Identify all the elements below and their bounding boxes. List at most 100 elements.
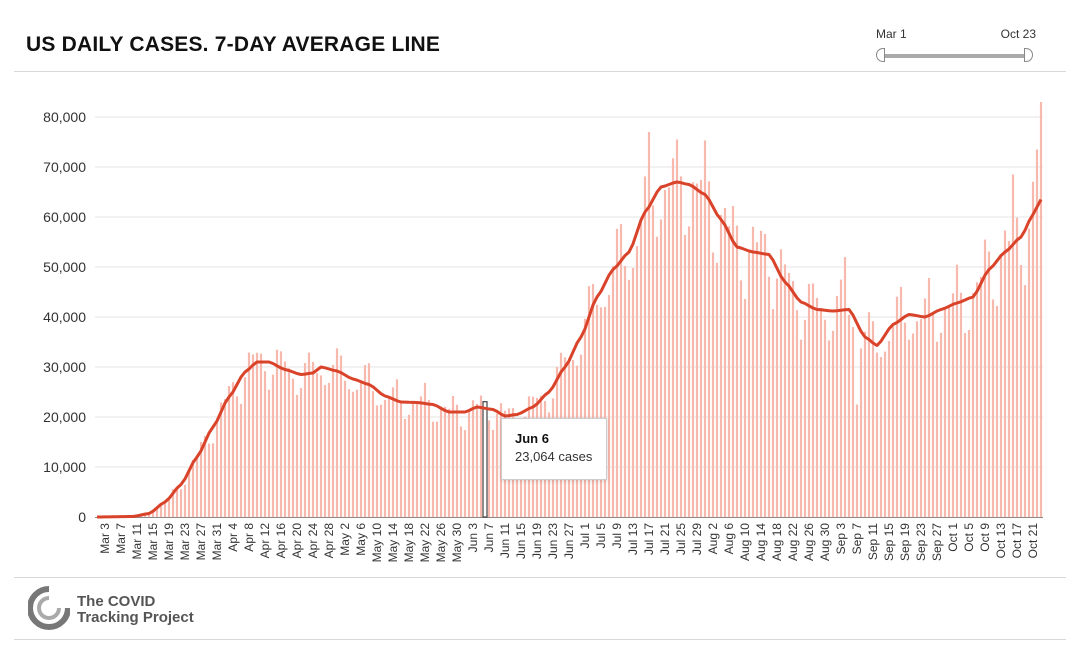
daily-bar[interactable] — [171, 489, 175, 517]
daily-bar[interactable] — [471, 400, 475, 517]
daily-bar[interactable] — [243, 377, 247, 517]
daily-bar[interactable] — [791, 281, 795, 517]
daily-bar[interactable] — [843, 257, 847, 517]
daily-bar[interactable] — [939, 332, 943, 517]
daily-bar[interactable] — [271, 374, 275, 517]
daily-bar[interactable] — [495, 413, 499, 517]
daily-bar[interactable] — [979, 276, 983, 517]
daily-bar[interactable] — [875, 352, 879, 517]
daily-bar[interactable] — [263, 371, 267, 517]
daily-bar[interactable] — [863, 331, 867, 517]
daily-bar[interactable] — [887, 341, 891, 517]
daily-bar[interactable] — [727, 226, 731, 517]
daily-bar[interactable] — [431, 421, 435, 517]
daily-bar[interactable] — [927, 277, 931, 517]
daily-bar[interactable] — [403, 418, 407, 517]
daily-bar[interactable] — [487, 420, 491, 517]
daily-bar[interactable] — [427, 399, 431, 517]
daily-bar[interactable] — [627, 279, 631, 517]
daily-bar[interactable] — [459, 426, 463, 517]
daily-bar[interactable] — [479, 395, 483, 517]
daily-bar[interactable] — [475, 403, 479, 517]
daily-bar[interactable] — [759, 230, 763, 518]
range-start-handle[interactable] — [876, 48, 885, 62]
daily-bar[interactable] — [991, 299, 995, 517]
daily-bar[interactable] — [763, 233, 767, 517]
daily-bar[interactable] — [167, 497, 171, 517]
daily-bar[interactable] — [315, 373, 319, 517]
range-end-handle[interactable] — [1024, 48, 1033, 62]
daily-bar[interactable] — [743, 298, 747, 517]
daily-bar[interactable] — [419, 396, 423, 517]
daily-bar[interactable] — [151, 512, 155, 517]
daily-bar[interactable] — [999, 253, 1003, 518]
daily-bar[interactable] — [451, 395, 455, 517]
daily-bar[interactable] — [883, 351, 887, 517]
daily-bar[interactable] — [915, 321, 919, 517]
daily-bar[interactable] — [215, 421, 219, 517]
daily-bar[interactable] — [603, 306, 607, 517]
daily-bar[interactable] — [787, 272, 791, 517]
daily-bar[interactable] — [363, 365, 367, 517]
daily-bar[interactable] — [947, 305, 951, 517]
daily-bar[interactable] — [871, 321, 875, 517]
daily-bar[interactable] — [771, 309, 775, 517]
date-range-slider-track[interactable] — [880, 54, 1030, 58]
daily-bar[interactable] — [367, 363, 371, 517]
daily-bar[interactable] — [399, 402, 403, 517]
daily-bar[interactable] — [703, 140, 707, 517]
daily-bar[interactable] — [899, 286, 903, 517]
daily-bar[interactable] — [823, 319, 827, 517]
daily-bar[interactable] — [911, 333, 915, 517]
daily-bar[interactable] — [439, 406, 443, 517]
daily-bar[interactable] — [819, 307, 823, 517]
daily-bar[interactable] — [919, 319, 923, 517]
daily-bar[interactable] — [987, 251, 991, 517]
daily-bar[interactable] — [959, 292, 963, 517]
daily-bar[interactable] — [779, 249, 783, 517]
daily-bar[interactable] — [283, 361, 287, 517]
daily-bar[interactable] — [411, 402, 415, 517]
daily-bar[interactable] — [719, 214, 723, 517]
daily-bar[interactable] — [379, 404, 383, 517]
daily-bar[interactable] — [279, 351, 283, 517]
daily-bar[interactable] — [147, 513, 151, 517]
daily-bar[interactable] — [299, 388, 303, 517]
daily-bar[interactable] — [895, 296, 899, 517]
daily-bar[interactable] — [583, 318, 587, 517]
daily-bar[interactable] — [287, 368, 291, 517]
daily-bar[interactable] — [375, 405, 379, 517]
daily-bar[interactable] — [879, 357, 883, 517]
daily-bar[interactable] — [195, 455, 199, 517]
daily-bar[interactable] — [691, 182, 695, 518]
daily-bar[interactable] — [259, 353, 263, 517]
daily-bar[interactable] — [1003, 230, 1007, 518]
daily-bar[interactable] — [247, 352, 251, 517]
daily-bar[interactable] — [867, 312, 871, 517]
daily-bar[interactable] — [463, 430, 467, 517]
daily-bar[interactable] — [239, 403, 243, 517]
daily-bar[interactable] — [827, 340, 831, 517]
daily-bar[interactable] — [623, 265, 627, 517]
daily-bar[interactable] — [671, 158, 675, 517]
daily-bar[interactable] — [235, 396, 239, 517]
daily-bar[interactable] — [219, 402, 223, 517]
daily-bar[interactable] — [799, 339, 803, 517]
daily-bar[interactable] — [599, 307, 603, 517]
daily-bar[interactable] — [647, 132, 651, 517]
daily-bar[interactable] — [891, 325, 895, 517]
daily-bar[interactable] — [815, 297, 819, 517]
daily-bar[interactable] — [267, 389, 271, 517]
daily-bar[interactable] — [619, 224, 623, 517]
daily-bar[interactable] — [255, 352, 259, 517]
daily-bar[interactable] — [835, 296, 839, 517]
daily-bar[interactable] — [1007, 241, 1011, 517]
daily-bar[interactable] — [983, 239, 987, 517]
daily-bar[interactable] — [639, 223, 643, 517]
daily-bar[interactable] — [971, 293, 975, 517]
daily-bar[interactable] — [327, 382, 331, 517]
daily-bar[interactable] — [855, 404, 859, 518]
daily-bar[interactable] — [1023, 285, 1027, 517]
daily-bar[interactable] — [811, 283, 815, 517]
daily-bar[interactable] — [707, 181, 711, 517]
